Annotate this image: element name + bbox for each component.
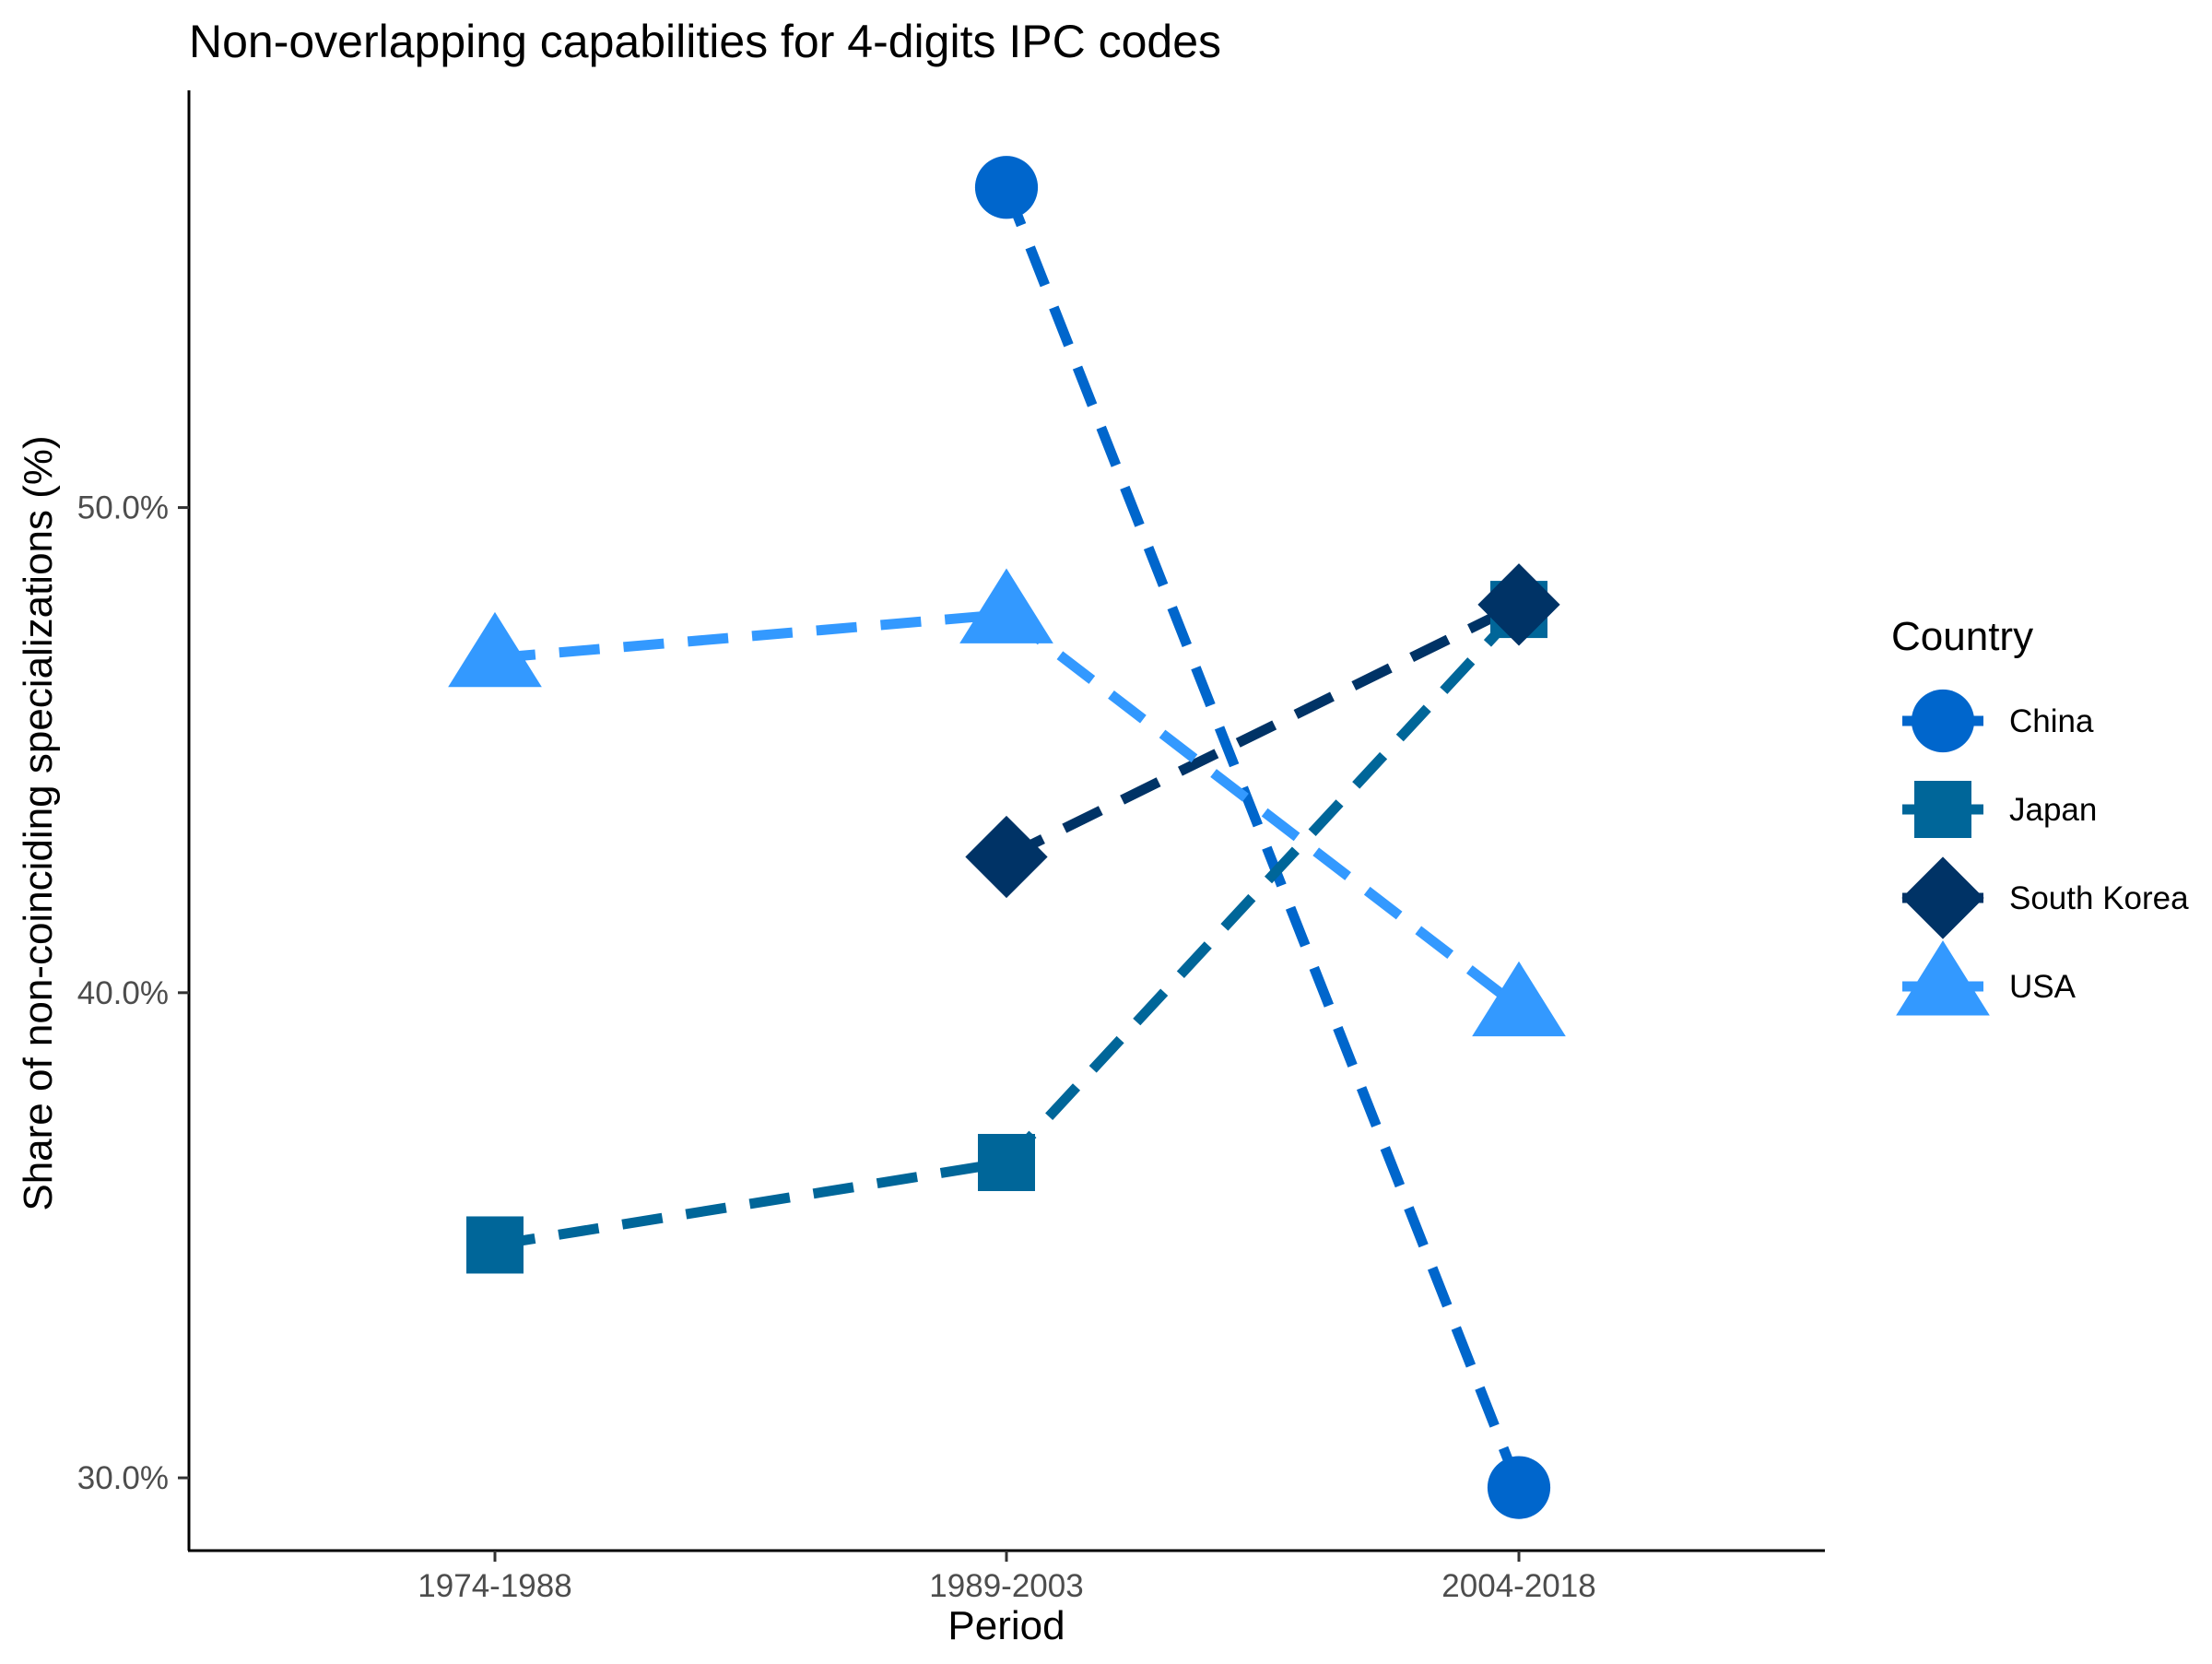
y-tick-label: 30.0% xyxy=(77,1460,169,1496)
y-tick-label: 40.0% xyxy=(77,975,169,1011)
data-point-south-korea xyxy=(1477,563,1560,646)
data-point-south-korea xyxy=(965,815,1048,899)
legend-key-japan xyxy=(1914,781,1971,838)
x-tick-label: 1974-1988 xyxy=(418,1568,571,1604)
series-line-south-korea xyxy=(1004,599,1522,862)
series-line-china xyxy=(1001,185,1524,1490)
data-point-japan xyxy=(466,1216,524,1274)
x-tick-label: 2004-2018 xyxy=(1441,1568,1595,1604)
legend-key-usa xyxy=(1896,940,1990,1016)
data-point-china xyxy=(1487,1456,1551,1519)
legend-title: Country xyxy=(1891,614,2033,659)
plot-area: 30.0% 40.0% 50.0% 1974-1988 1989-2003 2004-20… xyxy=(77,156,1596,1604)
legend: Country China Japan South Korea USA xyxy=(1891,614,2189,1016)
x-tick-label: 1989-2003 xyxy=(929,1568,1083,1604)
data-point-japan xyxy=(978,1134,1035,1192)
series-line-usa xyxy=(494,608,1523,1011)
legend-label-usa: USA xyxy=(2009,969,2077,1005)
legend-label-china: China xyxy=(2009,703,2094,739)
data-point-china xyxy=(974,156,1039,219)
y-tick-label: 50.0% xyxy=(77,490,169,526)
data-point-usa xyxy=(959,568,1053,643)
legend-label-japan: Japan xyxy=(2009,792,2097,828)
legend-key-china xyxy=(1911,689,1975,753)
legend-label-south-korea: South Korea xyxy=(2009,880,2189,916)
legend-key-south-korea xyxy=(1901,856,1984,939)
data-point-usa xyxy=(448,611,542,688)
x-axis-title: Period xyxy=(947,1603,1065,1648)
chart-title: Non-overlapping capabilities for 4-digit… xyxy=(189,16,1221,67)
data-point-usa xyxy=(1472,961,1566,1037)
y-axis-title: Share of non-coinciding specializations … xyxy=(16,435,61,1210)
